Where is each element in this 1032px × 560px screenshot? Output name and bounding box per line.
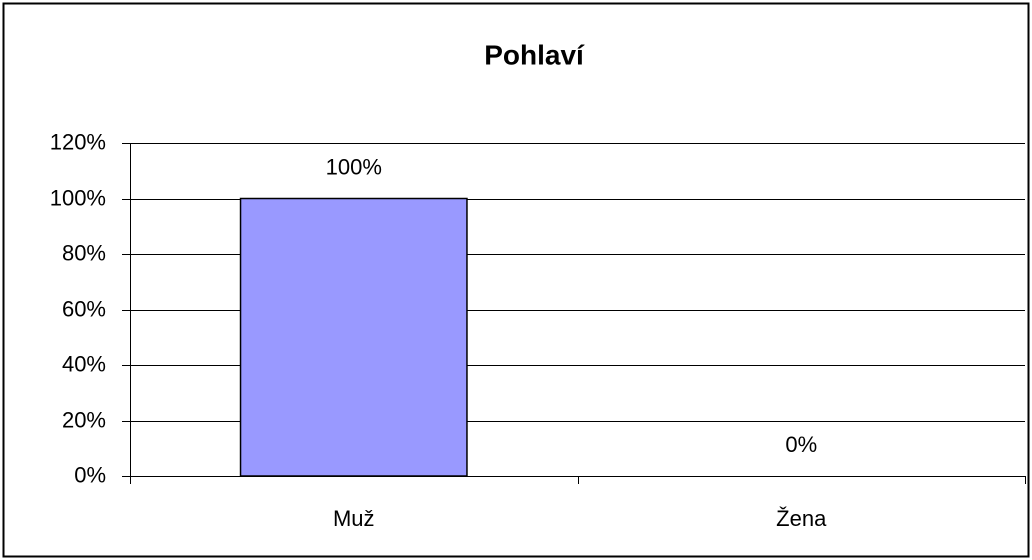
bar — [239, 197, 468, 477]
value-label: 0% — [785, 432, 817, 457]
x-tick-label: Žena — [776, 506, 827, 531]
y-tick-label: 120% — [50, 129, 106, 154]
y-tick-label: 60% — [62, 296, 106, 321]
chart-title: Pohlaví — [484, 39, 585, 70]
value-label: 100% — [326, 154, 382, 179]
y-tick-label: 0% — [74, 462, 106, 487]
y-tick-label: 80% — [62, 240, 106, 265]
y-tick-label: 40% — [62, 351, 106, 376]
x-tick-label: Muž — [333, 506, 375, 531]
y-tick-label: 20% — [62, 407, 106, 432]
y-tick-label: 100% — [50, 185, 106, 210]
